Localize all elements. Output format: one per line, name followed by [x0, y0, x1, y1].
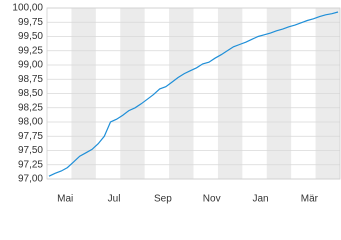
y-tick-label: 99,25 — [18, 45, 43, 56]
x-tick-label: Mär — [301, 194, 319, 205]
y-tick-label: 98,50 — [18, 88, 43, 99]
y-tick-label: 98,00 — [18, 117, 43, 128]
price-line — [48, 11, 339, 177]
y-tick-label: 99,50 — [18, 31, 43, 42]
y-tick-label: 97,00 — [18, 174, 43, 185]
x-tick-label: Sep — [154, 194, 172, 205]
y-tick-label: 100,00 — [12, 3, 43, 14]
y-tick-label: 98,25 — [18, 102, 43, 113]
y-tick-label: 97,75 — [18, 131, 43, 142]
x-tick-label: Mai — [57, 194, 73, 205]
y-tick-label: 99,00 — [18, 60, 43, 71]
chart: 97,00 97,25 97,50 97,75 98,00 98,25 98,50 98,75… — [12, 3, 341, 205]
plot-frame — [46, 7, 341, 180]
y-tick-label: 97,25 — [18, 159, 43, 170]
x-tick-label: Jul — [108, 194, 121, 205]
y-tick-label: 97,50 — [18, 145, 43, 156]
y-tick-label: 98,75 — [18, 74, 43, 85]
x-tick-label: Jan — [252, 194, 268, 205]
y-tick-label: 99,75 — [18, 17, 43, 28]
x-tick-label: Nov — [203, 194, 221, 205]
